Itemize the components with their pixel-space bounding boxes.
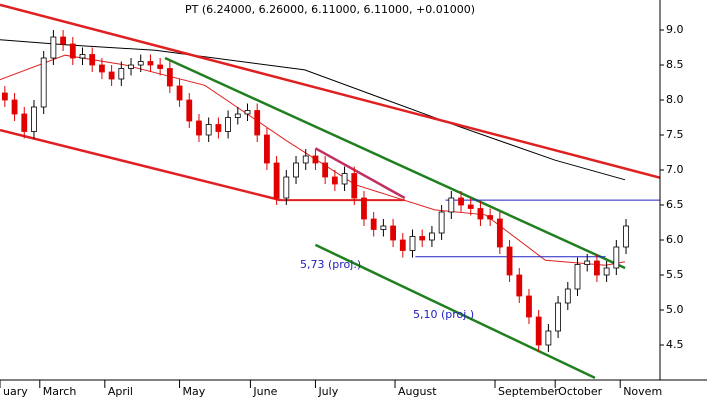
x-tick-label: August (398, 385, 437, 398)
x-tick-label: Novem (623, 385, 662, 398)
x-tick-label: June (252, 385, 277, 398)
candle-body (89, 54, 96, 66)
candle-body (448, 197, 455, 213)
x-tick-label: March (43, 385, 77, 398)
chart-title: PT (6.24000, 6.26000, 6.11000, 6.11000, … (185, 3, 475, 16)
candle-body (496, 218, 503, 248)
y-tick-label: 5.0 (666, 303, 684, 316)
candle-body (574, 264, 581, 290)
candle-body (526, 295, 532, 318)
candle-body (409, 236, 416, 251)
y-tick-label: 7.0 (666, 163, 684, 176)
y-tick-label: 6.0 (666, 233, 684, 246)
candle-body (370, 218, 377, 230)
candle-body (399, 239, 406, 251)
x-tick-label: May (183, 385, 206, 398)
candle-body (312, 155, 319, 164)
candle-body (545, 330, 552, 346)
trend-line (314, 243, 596, 380)
trend-line (314, 147, 406, 200)
candle-body (108, 71, 115, 80)
trend-line (0, 39, 626, 181)
candle-body (205, 124, 212, 136)
trend-line (164, 56, 626, 270)
candle-body (137, 61, 144, 66)
candle-body (166, 68, 173, 87)
candle-body (467, 204, 474, 209)
trend-line (0, 128, 281, 202)
candle-body (11, 99, 18, 115)
candle-body (516, 274, 523, 297)
candle-body (564, 288, 571, 304)
candle-body (176, 85, 183, 101)
y-tick-label: 8.5 (666, 58, 684, 71)
y-tick-label: 6.5 (666, 198, 684, 211)
candle-body (234, 113, 241, 118)
candle-body (1, 92, 8, 101)
candle-body (273, 162, 280, 199)
candle-body (79, 54, 86, 59)
candle-body (302, 155, 309, 164)
candle-body (477, 208, 484, 220)
annotation: 5,10 (proj.) (413, 308, 474, 321)
y-tick-label: 7.5 (666, 128, 684, 141)
y-tick-label: 8.0 (666, 93, 684, 106)
candle-body (506, 246, 513, 276)
x-tick-label: uary (3, 385, 28, 398)
x-tick-label: October (558, 385, 602, 398)
annotation: 5,73 (proj.) (300, 258, 361, 271)
candle-body (254, 110, 261, 136)
y-tick-label: 5.5 (666, 268, 684, 281)
candle-body (361, 197, 367, 220)
x-tick-label: April (108, 385, 133, 398)
x-tick-label: September (498, 385, 559, 398)
candle-body (535, 316, 542, 346)
candle-body (390, 225, 396, 241)
candle-body (594, 260, 600, 276)
candle-body (283, 176, 290, 199)
candle-body (331, 176, 338, 185)
candle-body (244, 110, 251, 115)
candle-body (351, 173, 358, 199)
candle-body (147, 61, 154, 66)
candle-body (603, 267, 610, 276)
candle-body (322, 162, 329, 178)
candle-body (438, 211, 445, 234)
y-tick-label: 9.0 (666, 23, 684, 36)
candle-body (623, 225, 629, 248)
candle-body (196, 120, 202, 136)
trend-line (0, 3, 661, 179)
candle-body (293, 162, 299, 178)
candle-body (555, 302, 561, 332)
candle-body (69, 43, 76, 59)
candle-body (487, 215, 494, 220)
candle-body (419, 236, 426, 241)
x-tick-label: July (317, 385, 338, 398)
candle-body (50, 36, 57, 59)
candle-body (21, 113, 28, 132)
candle-body (584, 260, 591, 265)
candle-body (128, 64, 134, 69)
candle-body (225, 117, 231, 132)
candle-body (264, 134, 270, 164)
candle-body (186, 99, 193, 122)
candle-body (380, 225, 387, 230)
candle-body (215, 124, 222, 132)
candle-body (60, 36, 66, 45)
candle-body (341, 173, 348, 185)
candle-body (118, 68, 125, 80)
candle-body (613, 246, 620, 269)
candle-body (31, 106, 37, 132)
y-tick-label: 4.5 (666, 338, 684, 351)
candle-body (99, 64, 105, 73)
candle-body (157, 64, 164, 69)
candle-body (40, 57, 47, 108)
candle-body (429, 232, 435, 241)
candle-body (458, 197, 464, 206)
